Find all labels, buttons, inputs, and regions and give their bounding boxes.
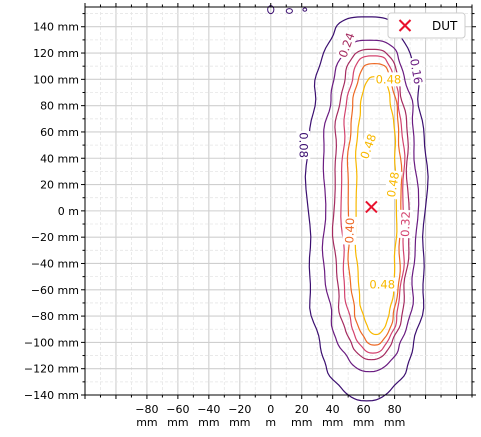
contour-label-bg (397, 209, 413, 239)
x-tick-unit: mm (384, 416, 405, 429)
contour-label-bg (406, 56, 426, 87)
y-tick-label: 0 m (58, 205, 79, 218)
y-tick-label: 20 mm (40, 179, 79, 192)
x-tick-value: −60 (166, 403, 189, 416)
contour-line (354, 76, 398, 336)
x-tick-unit: mm (198, 416, 219, 429)
x-tick-value: −80 (135, 403, 158, 416)
x-tick-unit: mm (167, 416, 188, 429)
legend-x-icon (398, 19, 412, 32)
contour-label-bg (356, 130, 380, 162)
x-tick-value: 0 (267, 403, 274, 416)
ticks (81, 3, 476, 399)
contour-label-bg (342, 216, 358, 245)
contour-line (321, 39, 420, 373)
contour-label-bg (335, 29, 358, 61)
x-tick-unit: m (265, 416, 276, 429)
x-tick-unit: mm (229, 416, 250, 429)
contour-island (302, 7, 308, 12)
contour-labels: 0.080.160.240.320.400.480.480.480.48 (296, 29, 426, 292)
contour-label: 0.48 (357, 132, 379, 161)
x-tick-value: 40 (326, 403, 340, 416)
x-tick-unit: mm (353, 416, 374, 429)
contour-label-bg (383, 169, 403, 200)
contour-island (285, 8, 293, 14)
y-tick-label: 40 mm (40, 152, 79, 165)
contour-line (331, 48, 411, 361)
contour-label-bg (296, 131, 311, 160)
contour-label: 0.48 (384, 171, 402, 199)
y-tick-label: 80 mm (40, 100, 79, 113)
y-tick-label: −140 mm (24, 389, 79, 402)
y-tick-label: 140 mm (33, 21, 79, 34)
x-tick-label: 60 mm (353, 403, 374, 429)
y-tick-labels: 140 mm 120 mm 100 mm 80 mm 60 mm 40 mm 20 mm 0 … (24, 21, 79, 402)
x-tick-label: −20 mm (228, 403, 251, 429)
y-tick-label: −60 mm (31, 284, 79, 297)
y-tick-label: −100 mm (24, 336, 79, 349)
x-tick-label: 20 mm (291, 403, 312, 429)
x-tick-unit: mm (322, 416, 343, 429)
contour-label-bg (374, 72, 403, 87)
y-tick-label: 120 mm (33, 47, 79, 60)
contour-label-bg (368, 277, 397, 292)
dut-marker (365, 200, 378, 214)
contour-label: 0.32 (398, 211, 413, 237)
y-tick-label: −40 mm (31, 257, 79, 270)
y-tick-label: −80 mm (31, 310, 79, 323)
x-tick-value: 20 (295, 403, 309, 416)
contour-label: 0.48 (376, 72, 402, 86)
marker-stroke (365, 200, 378, 214)
contour-label: 0.48 (369, 278, 395, 292)
x-tick-value: 60 (357, 403, 371, 416)
x-tick-unit: mm (136, 416, 157, 429)
x-tick-value: −40 (197, 403, 220, 416)
contour-label: 0.40 (342, 218, 357, 244)
legend-box (387, 12, 466, 39)
x-tick-label: −40 mm (197, 403, 220, 429)
legend-marker-stroke (398, 19, 412, 32)
x-tick-unit: mm (291, 416, 312, 429)
x-tick-label: −60 mm (166, 403, 189, 429)
contour-line (340, 55, 406, 354)
contour-label: 0.16 (407, 58, 425, 86)
y-tick-label: 60 mm (40, 126, 79, 139)
y-tick-label: −20 mm (31, 231, 79, 244)
x-tick-label: 80 mm (384, 403, 405, 429)
legend: DUT (387, 12, 466, 39)
markers (365, 200, 378, 214)
contour-label: 0.08 (296, 132, 310, 158)
x-tick-label: 40 mm (322, 403, 343, 429)
y-tick-label: 100 mm (33, 73, 79, 86)
y-tick-label: −120 mm (24, 363, 79, 376)
legend-label: DUT (432, 19, 458, 33)
plot-frame (84, 6, 473, 396)
x-tick-value: 80 (388, 403, 402, 416)
x-tick-value: −20 (228, 403, 251, 416)
x-tick-label: −80 mm (135, 403, 158, 429)
